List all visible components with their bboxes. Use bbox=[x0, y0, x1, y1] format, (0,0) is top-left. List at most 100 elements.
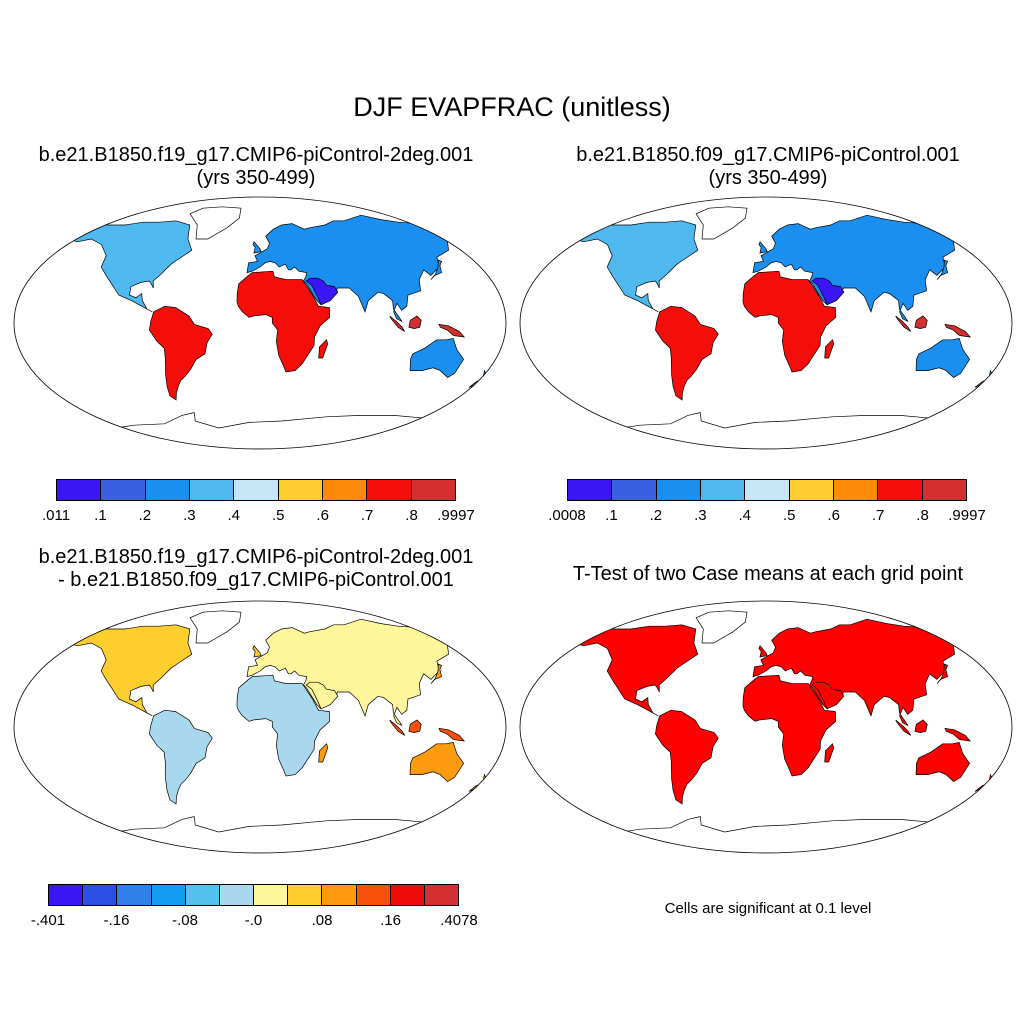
map-4-land-africa bbox=[742, 674, 837, 777]
map-1-land-africa bbox=[236, 270, 331, 373]
colorbar-1-swatch bbox=[322, 480, 368, 500]
map-1-land-greenland bbox=[189, 206, 242, 240]
colorbar-3-swatch bbox=[83, 885, 118, 905]
colorbar-1-tick-label: .8 bbox=[405, 507, 418, 524]
colorbar-1-tick-label: .5 bbox=[271, 507, 285, 524]
colorbar-3 bbox=[48, 884, 459, 906]
figure-title: DJF EVAPFRAC (unitless) bbox=[353, 92, 671, 122]
map-4-land-eurasia bbox=[752, 618, 971, 726]
colorbar-3-swatch bbox=[288, 885, 323, 905]
colorbar-2-tick-label: .1 bbox=[605, 507, 618, 524]
panel-1-title-line2: (yrs 350-499) bbox=[196, 167, 316, 189]
panel-4-title: T-Test of two Case means at each grid po… bbox=[512, 563, 1024, 586]
colorbar-2-tick-label: .7 bbox=[871, 507, 885, 524]
map-2-land-australia bbox=[915, 337, 971, 379]
colorbar-2-tick-label: .3 bbox=[694, 507, 707, 524]
colorbar-1-tick-label: .7 bbox=[360, 507, 374, 524]
colorbar-3-swatch bbox=[49, 885, 84, 905]
map-1-map-border bbox=[13, 196, 507, 450]
map-2-land-newguinea bbox=[944, 323, 972, 338]
colorbar-2-swatch bbox=[922, 480, 966, 500]
map-1-land-northamerica bbox=[67, 220, 193, 313]
panel-3-title: b.e21.B1850.f19_g17.CMIP6-piControl-2deg… bbox=[0, 546, 512, 592]
map-1-land-southamerica bbox=[149, 305, 213, 401]
colorbar-1-tick-label: .2 bbox=[138, 507, 152, 524]
colorbar-1-swatch bbox=[189, 480, 235, 500]
map-2-land-southamerica bbox=[655, 305, 719, 401]
colorbar-2-swatch bbox=[833, 480, 879, 500]
map-2-land-uk bbox=[758, 241, 768, 254]
map-3-land-southamerica bbox=[149, 709, 213, 805]
colorbar-2-tick-label: .2 bbox=[649, 507, 663, 524]
map-4-land-arabia bbox=[811, 681, 845, 710]
panel-1-title: b.e21.B1850.f19_g17.CMIP6-piControl-2deg… bbox=[0, 144, 512, 190]
colorbar-3-tick-label: .08 bbox=[311, 912, 333, 929]
map-1-land-arabia bbox=[305, 277, 339, 306]
colorbar-1-tick-label: .6 bbox=[316, 507, 329, 524]
map-4-land-northamerica bbox=[573, 624, 699, 717]
colorbar-1-swatch bbox=[101, 480, 146, 500]
map-1-land-australia bbox=[409, 337, 465, 379]
colorbar-3-tick-label: .16 bbox=[380, 912, 401, 929]
colorbar-3-swatch bbox=[117, 885, 152, 905]
panel-2-title: b.e21.B1850.f09_g17.CMIP6-piControl.001 … bbox=[512, 144, 1024, 190]
map-4-land-greenland bbox=[695, 610, 748, 644]
colorbar-3-tick-label: .4078 bbox=[440, 912, 478, 929]
map-4-land-australia bbox=[915, 741, 971, 783]
map-3-land-japan bbox=[430, 663, 443, 684]
significance-note: Cells are significant at 0.1 level bbox=[664, 900, 872, 917]
colorbar-3-tick-label: -.08 bbox=[172, 912, 198, 929]
map-1-land-madagascar bbox=[318, 339, 329, 359]
map-3-map-border bbox=[13, 600, 507, 854]
colorbar-1-swatch bbox=[234, 480, 279, 500]
colorbar-2-tick-label: .4 bbox=[738, 507, 752, 524]
colorbar-3-swatch bbox=[356, 885, 391, 905]
map-1-land-newguinea bbox=[438, 323, 466, 338]
colorbar-1-tick-label: .9997 bbox=[437, 507, 475, 524]
colorbar-1-swatch bbox=[145, 480, 190, 500]
map-panel-1 bbox=[13, 196, 507, 450]
colorbar-2-swatch bbox=[700, 480, 746, 500]
map-4-map-border bbox=[519, 600, 1013, 854]
panel-1-title-line1: b.e21.B1850.f19_g17.CMIP6-piControl-2deg… bbox=[38, 144, 474, 166]
map-1-land-sumatra bbox=[389, 315, 405, 332]
colorbar-3-swatch bbox=[254, 885, 289, 905]
map-4-land-sumatra bbox=[895, 719, 911, 736]
map-4-land-borneo bbox=[914, 719, 928, 733]
colorbar-2-swatch bbox=[656, 480, 701, 500]
colorbar-2-tick-label: .8 bbox=[916, 507, 929, 524]
colorbar-2-swatch bbox=[789, 480, 834, 500]
colorbar-1-tick-label: .4 bbox=[227, 507, 241, 524]
map-3-land-arabia bbox=[305, 681, 339, 710]
map-2-land-greenland bbox=[695, 206, 748, 240]
map-4-land-japan bbox=[936, 663, 949, 684]
colorbar-3-tick-label: -.401 bbox=[30, 912, 66, 929]
map-1-land-uk bbox=[252, 241, 262, 254]
map-2-land-madagascar bbox=[824, 339, 835, 359]
colorbar-2-swatch bbox=[878, 480, 923, 500]
map-3-land-northamerica bbox=[67, 624, 193, 717]
map-2-land-borneo bbox=[914, 315, 928, 329]
colorbar-3-swatch bbox=[322, 885, 357, 905]
colorbar-3-tick-label: -.16 bbox=[103, 912, 130, 929]
map-1-land-borneo bbox=[408, 315, 422, 329]
colorbar-1-tick-label: .3 bbox=[183, 507, 196, 524]
panel-3-title-line1: b.e21.B1850.f19_g17.CMIP6-piControl-2deg… bbox=[38, 546, 474, 568]
map-2-land-sumatra bbox=[895, 315, 911, 332]
panel-4-title-line1: T-Test of two Case means at each grid po… bbox=[572, 563, 964, 585]
colorbar-2-swatch bbox=[745, 480, 790, 500]
map-3-land-africa bbox=[236, 674, 331, 777]
panel-2-title-line2: (yrs 350-499) bbox=[708, 167, 828, 189]
panel-2-title-line1: b.e21.B1850.f09_g17.CMIP6-piControl.001 bbox=[576, 144, 960, 166]
colorbar-2-tick-label: .5 bbox=[782, 507, 796, 524]
colorbar-1 bbox=[56, 479, 456, 501]
map-2-land-arabia bbox=[811, 277, 845, 306]
colorbar-3-swatch bbox=[151, 885, 186, 905]
colorbar-3-tick-label: -.0 bbox=[244, 912, 263, 929]
map-2-land-africa bbox=[742, 270, 837, 373]
map-3-land-australia bbox=[409, 741, 465, 783]
colorbar-1-swatch bbox=[411, 480, 455, 500]
map-2-land-northamerica bbox=[573, 220, 699, 313]
colorbar-2-swatch bbox=[612, 480, 657, 500]
colorbar-2-tick-label: .6 bbox=[827, 507, 840, 524]
